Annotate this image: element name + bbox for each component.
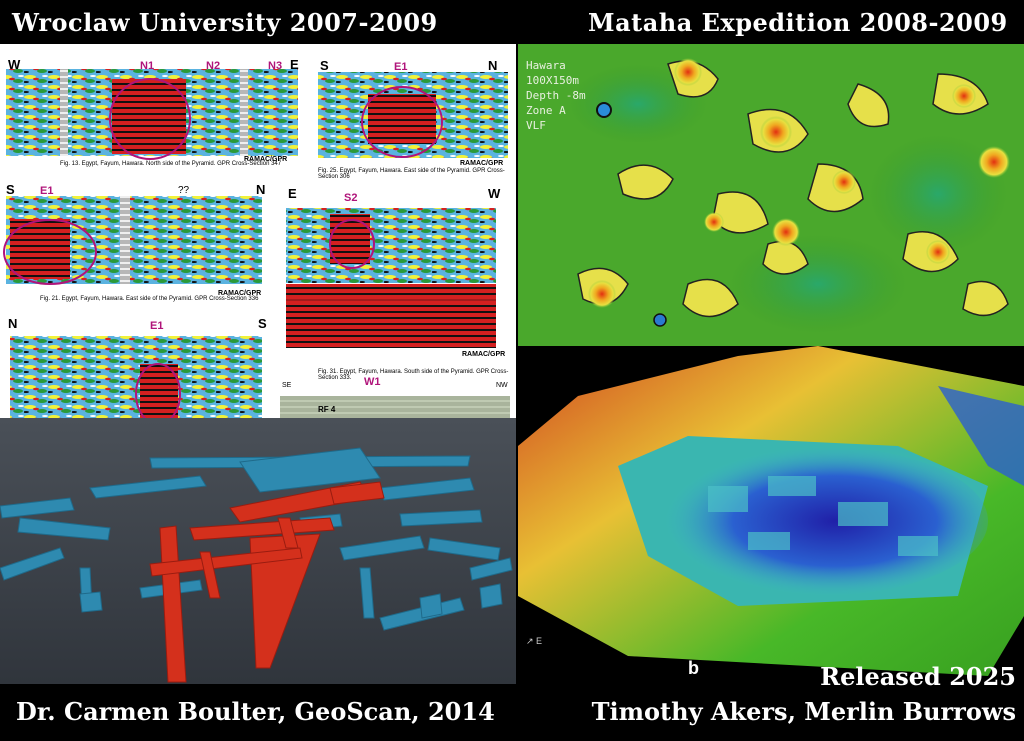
- mataha-info: Hawara 100X150m Depth -8m Zone A VLF: [526, 58, 586, 133]
- gpr-p2-left-dir: S: [320, 58, 329, 73]
- gpr-p6-right-dir: NW: [496, 382, 508, 389]
- terrain-panel-label: b: [688, 658, 699, 678]
- gpr-p1-caption: Fig. 13. Egypt, Fayum, Hawara. North sid…: [60, 161, 282, 167]
- terrain-graphic: [518, 346, 1024, 684]
- gpr-p4-left-dir: E: [288, 186, 297, 201]
- title-wroclaw: Wroclaw University 2007-2009: [12, 8, 438, 37]
- gpr-p1-anomaly-1: N1: [140, 60, 155, 72]
- gpr-graphics: [3, 69, 510, 418]
- axis-indicator-icon: ↗ E: [526, 636, 543, 646]
- gpr-p1-right-dir: E: [290, 57, 299, 72]
- gpr-p2-right-dir: N: [488, 58, 498, 73]
- title-mataha: Mataha Expedition 2008-2009: [588, 8, 1008, 37]
- gpr-p3-anomaly: E1: [40, 185, 54, 197]
- gpr-p4-anomaly: S2: [344, 192, 358, 204]
- gpr-p3-left-dir: S: [6, 182, 15, 197]
- gpr-p5-anomaly: E1: [150, 320, 164, 332]
- gpr-p6-anomaly: W1: [364, 376, 381, 388]
- mataha-site: Hawara: [526, 59, 566, 72]
- geoscan-3d-model: [0, 418, 516, 684]
- gpr-p3-marks: ??: [178, 185, 190, 196]
- credit-boulter: Dr. Carmen Boulter, GeoScan, 2014: [16, 697, 495, 726]
- gpr-p3-ramac: RAMAC/GPR: [218, 290, 262, 297]
- mataha-depth: Depth -8m: [526, 89, 586, 102]
- released-date: Released 2025: [820, 662, 1016, 691]
- gpr-p4-caption: Fig. 31. Egypt, Fayum, Hawara. South sid…: [318, 369, 509, 381]
- gpr-p1-ramac: RAMAC/GPR: [244, 156, 288, 163]
- gpr-p3-caption: Fig. 21. Egypt, Fayum, Hawara. East side…: [40, 296, 259, 302]
- gpr-p2-caption: Fig. 25. Egypt, Fayum, Hawara. East side…: [318, 168, 505, 180]
- gpr-p6-left-dir: SE: [282, 382, 292, 389]
- credit-akers-burrows: Timothy Akers, Merlin Burrows: [591, 697, 1016, 726]
- mataha-zone: Zone A: [526, 104, 566, 117]
- gpr-p2-ramac: RAMAC/GPR: [460, 160, 504, 167]
- terrain-3d-map: ↗ E b: [518, 346, 1024, 684]
- gpr-radargram-collage: W E N1 N2 N3 Fig. 13. Egypt, Fayum, Hawa…: [0, 44, 516, 418]
- gpr-p4-right-dir: W: [488, 186, 501, 201]
- gpr-p6-label: RF 4: [318, 405, 336, 414]
- gpr-p5-left-dir: N: [8, 316, 18, 331]
- model3d-graphic: [0, 418, 516, 684]
- gpr-p4-ramac: RAMAC/GPR: [462, 351, 506, 358]
- mataha-heatmap-graphic: [518, 44, 1024, 346]
- gpr-p2-anomaly: E1: [394, 61, 408, 73]
- mataha-method: VLF: [526, 119, 546, 132]
- gpr-p1-anomaly-2: N2: [206, 60, 221, 72]
- gpr-p1-left-dir: W: [8, 57, 21, 72]
- gpr-p5-right-dir: S: [258, 316, 267, 331]
- mataha-vlf-map: Hawara 100X150m Depth -8m Zone A VLF: [518, 44, 1024, 346]
- gpr-p3-right-dir: N: [256, 182, 266, 197]
- mataha-size: 100X150m: [526, 74, 579, 87]
- gpr-p1-anomaly-3: N3: [268, 60, 283, 72]
